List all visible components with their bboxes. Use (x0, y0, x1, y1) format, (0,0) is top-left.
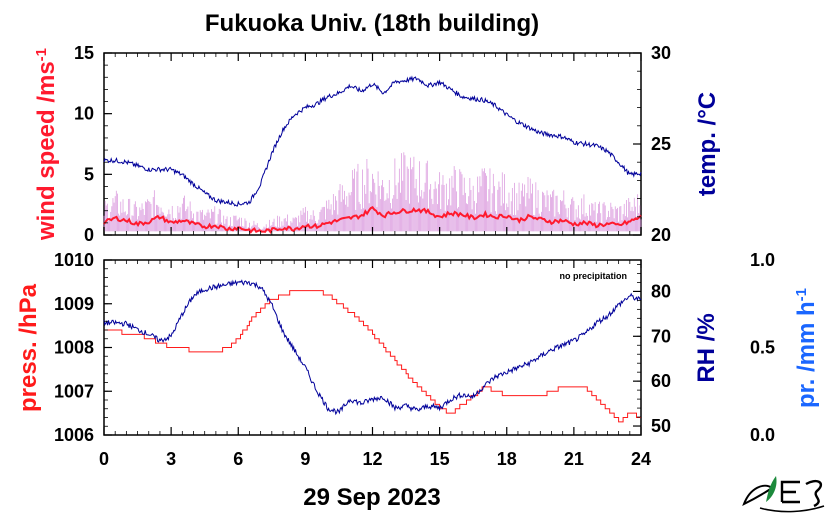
x-tick-label: 21 (564, 449, 584, 469)
press-axis-title: press. /hPa (15, 283, 42, 412)
x-tick-label: 6 (233, 449, 243, 469)
wind-axis-title-sup: -1 (33, 48, 50, 61)
temp-axis-tick-label: 20 (651, 225, 671, 245)
press-axis-tick-label: 1010 (54, 250, 94, 270)
wind-axis-tick-label: 10 (74, 104, 94, 124)
humidity-line (103, 279, 642, 416)
temp-axis-title: temp. /°C (694, 92, 721, 196)
press-axis-tick-label: 1006 (54, 425, 94, 445)
rh-axis-tick-label: 50 (651, 416, 671, 436)
x-tick-label: 0 (99, 449, 109, 469)
no-precipitation-note: no precipitation (560, 271, 628, 281)
axes-group: 0510152025301006100710081009101050607080… (54, 43, 775, 469)
x-tick-label: 18 (497, 449, 517, 469)
rh-axis-tick-label: 60 (651, 371, 671, 391)
x-tick-label: 24 (631, 449, 651, 469)
lower-series-group (103, 279, 642, 423)
rh-axis-tick-label: 80 (651, 281, 671, 301)
rh-axis-tick-label: 70 (651, 326, 671, 346)
press-axis-tick-label: 1009 (54, 294, 94, 314)
precip-axis-title-sup: -1 (793, 288, 810, 301)
date-label: 29 Sep 2023 (303, 484, 440, 511)
rh-axis-title: RH /% (693, 313, 720, 382)
x-tick-label: 15 (430, 449, 450, 469)
temp-axis-tick-label: 25 (651, 134, 671, 154)
x-tick-label: 3 (166, 449, 176, 469)
wind-axis-tick-label: 5 (84, 164, 94, 184)
press-axis-tick-label: 1008 (54, 338, 94, 358)
wind-axis-tick-label: 15 (74, 43, 94, 63)
temp-axis-tick-label: 30 (651, 43, 671, 63)
precip-axis-tick-label: 0.0 (750, 425, 775, 445)
precip-axis-tick-label: 1.0 (750, 250, 775, 270)
wind-axis-title-text: wind speed /ms (33, 61, 60, 241)
press-axis-tick-label: 1007 (54, 381, 94, 401)
temperature-line (103, 75, 642, 207)
institution-logo (742, 476, 825, 513)
x-tick-label: 9 (300, 449, 310, 469)
precip-axis-title: pr. /mm h-1 (793, 288, 820, 408)
wind-speed-line (103, 206, 642, 234)
precip-axis-tick-label: 0.5 (750, 338, 775, 358)
chart-title: Fukuoka Univ. (18th building) (205, 10, 539, 37)
pressure-line (104, 290, 641, 423)
x-tick-label: 12 (362, 449, 382, 469)
wind-axis-title: wind speed /ms-1 (33, 48, 60, 241)
precip-axis-title-text: pr. /mm h (793, 301, 820, 408)
upper-series-group (103, 75, 642, 234)
wind-axis-tick-label: 0 (84, 225, 94, 245)
